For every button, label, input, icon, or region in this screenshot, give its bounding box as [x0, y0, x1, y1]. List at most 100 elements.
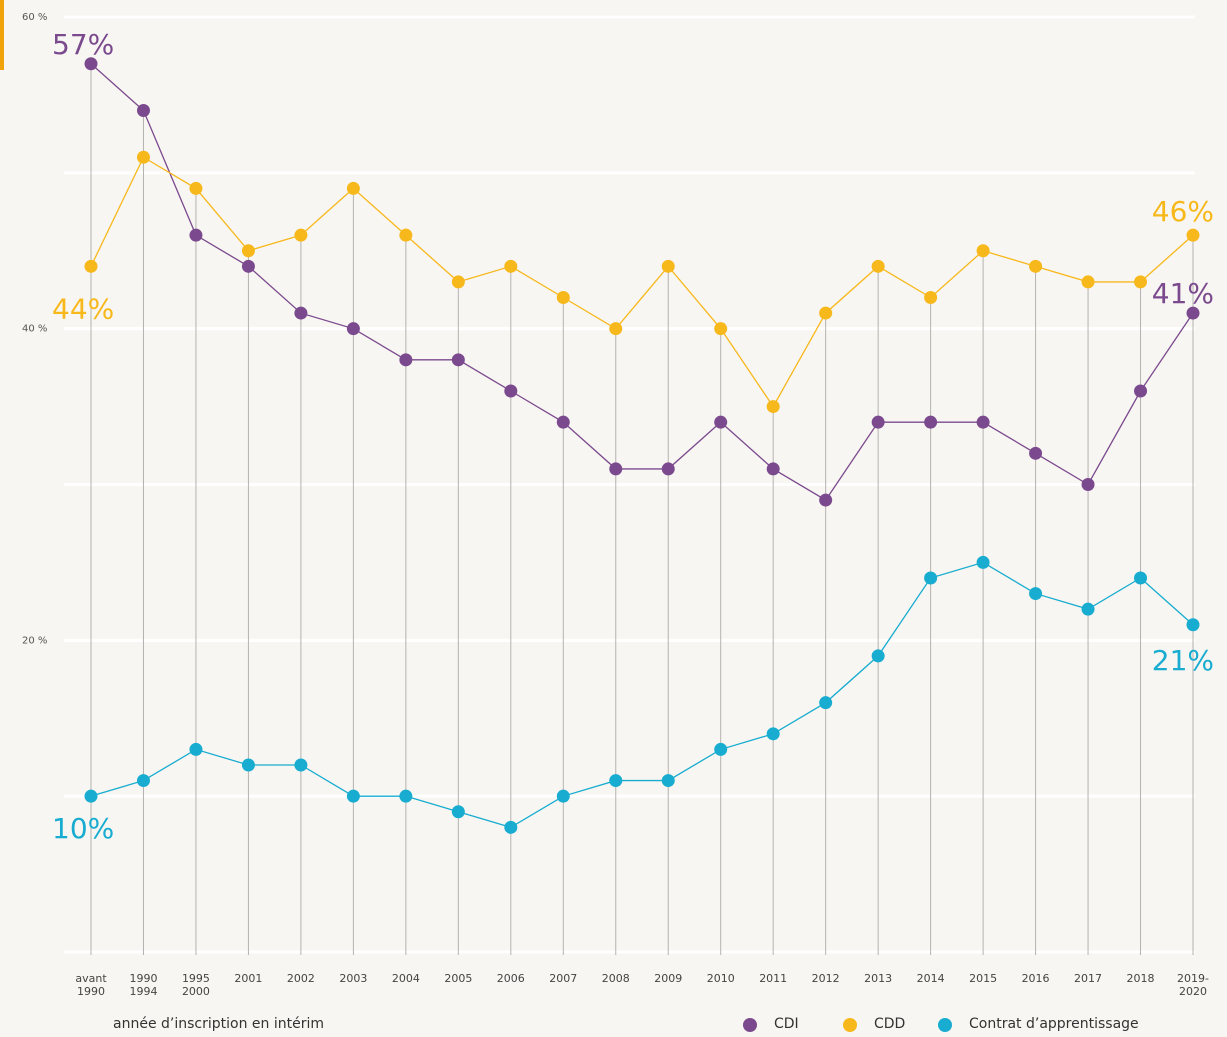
point	[451, 805, 465, 819]
point	[819, 493, 833, 507]
point	[1081, 602, 1095, 616]
point	[556, 789, 570, 803]
point	[136, 150, 150, 164]
point	[661, 774, 675, 788]
point	[1029, 587, 1043, 601]
point	[976, 555, 990, 569]
legend-swatch	[843, 1018, 857, 1032]
x-tick-label: 2001	[234, 972, 263, 985]
x-tick-label: 1995 2000	[181, 972, 210, 998]
accent-bar	[0, 0, 4, 70]
point	[1134, 384, 1148, 398]
y-tick-label: 20 %	[22, 635, 47, 646]
point	[714, 415, 728, 429]
point	[504, 820, 518, 834]
value-label: 57%	[52, 28, 114, 61]
point	[504, 384, 518, 398]
point	[766, 727, 780, 741]
x-tick-label: 2015	[969, 972, 998, 985]
point	[504, 259, 518, 273]
point	[1081, 478, 1095, 491]
point	[924, 415, 938, 429]
value-label: 21%	[1152, 644, 1214, 677]
point	[451, 353, 465, 367]
x-tick-label: 2019- 2020	[1177, 972, 1209, 998]
point	[819, 696, 833, 710]
x-tick-label: 2009	[654, 972, 683, 985]
point	[346, 322, 360, 336]
point	[346, 789, 360, 803]
legend-label: Contrat d’apprentissage	[969, 1016, 1139, 1032]
point	[976, 244, 990, 258]
y-tick-label: 40 %	[22, 324, 47, 335]
point	[609, 774, 623, 788]
series-line	[90, 156, 1194, 408]
point	[609, 462, 623, 476]
point	[1186, 306, 1200, 320]
point	[84, 259, 98, 273]
x-tick-label: 2018	[1126, 972, 1155, 985]
point	[661, 462, 675, 476]
series-line	[90, 63, 1194, 501]
point	[1134, 275, 1148, 289]
point	[1186, 618, 1200, 632]
point	[714, 742, 728, 756]
point	[1029, 259, 1043, 273]
point	[609, 322, 623, 336]
series-line	[90, 561, 1194, 829]
value-label: 46%	[1152, 195, 1214, 228]
point	[1081, 275, 1095, 289]
x-tick-label: 2016	[1021, 972, 1050, 985]
point	[294, 228, 308, 242]
point	[451, 275, 465, 289]
point	[241, 259, 255, 273]
x-tick-label: 2017	[1074, 972, 1103, 985]
x-tick-label: 2010	[706, 972, 735, 985]
point	[136, 104, 150, 117]
x-tick-label: 2002	[286, 972, 315, 985]
point	[294, 306, 308, 320]
point	[766, 462, 780, 476]
x-tick-label: 2007	[549, 972, 578, 985]
point	[189, 228, 203, 242]
legend-label: CDI	[774, 1016, 799, 1032]
point	[976, 415, 990, 429]
point	[924, 291, 938, 304]
point	[1186, 228, 1200, 242]
point	[84, 57, 98, 71]
y-tick-label: 60 %	[22, 12, 47, 23]
point	[189, 181, 203, 195]
legend-swatch	[743, 1018, 757, 1032]
point	[819, 306, 833, 320]
x-tick-label: 2004	[391, 972, 420, 985]
point	[556, 415, 570, 429]
point	[661, 259, 675, 273]
x-tick-label: 2013	[864, 972, 893, 985]
point	[556, 291, 570, 304]
x-tick-label: 2005	[444, 972, 473, 985]
point	[766, 400, 780, 414]
point	[346, 181, 360, 195]
point	[871, 259, 885, 273]
x-tick-label: 2006	[496, 972, 525, 985]
value-label: 41%	[1152, 277, 1214, 310]
point	[241, 244, 255, 258]
legend-swatch	[938, 1018, 952, 1032]
point	[871, 649, 885, 663]
point	[189, 742, 203, 756]
x-tick-label: 2003	[339, 972, 368, 985]
value-label: 10%	[52, 812, 114, 845]
point	[399, 353, 413, 367]
x-tick-label: avant 1990	[75, 972, 107, 998]
x-tick-label: 2014	[916, 972, 945, 985]
point	[399, 789, 413, 803]
point	[924, 571, 938, 585]
point	[399, 228, 413, 242]
point	[294, 758, 308, 772]
point	[1134, 571, 1148, 585]
point	[1029, 446, 1043, 460]
value-label: 44%	[52, 292, 114, 325]
point	[84, 789, 98, 803]
